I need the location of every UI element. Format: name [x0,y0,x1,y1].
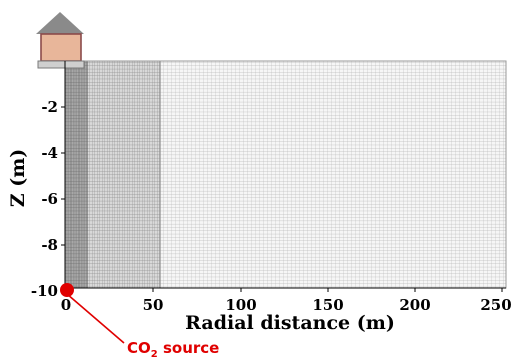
mesh-medium-region [88,61,160,288]
x-tick-label: 50 [143,296,164,314]
y-tick-label: -4 [41,144,58,162]
house-icon [36,12,85,69]
co2-source: CO2 source [60,283,219,360]
mesh-fine-region [160,61,506,288]
x-axis: 0 50 100 150 200 250 [61,287,512,314]
y-tick-label: -10 [31,282,58,300]
y-tick-label: -6 [41,190,58,208]
mesh-dense-region [65,61,88,288]
house-foundation [37,60,85,69]
co2-source-label-main: CO [127,339,151,357]
x-axis-title: Radial distance (m) [185,312,395,334]
y-axis-title: Z (m) [7,149,29,208]
mesh-grid [64,60,507,289]
x-tick-label: 150 [312,296,343,314]
x-tick-label: 0 [61,296,71,314]
y-axis: -2 -4 -6 -8 -10 [31,61,66,300]
x-tick-label: 200 [399,296,430,314]
house-roof [36,12,84,34]
co2-source-marker [60,283,74,297]
co2-source-label-sub: 2 [151,349,158,360]
x-tick-label: 100 [225,296,256,314]
co2-source-label: CO2 source [127,339,219,360]
y-tick-label: -8 [41,236,58,254]
house-wall [40,33,82,62]
co2-source-label-rest: source [158,339,220,357]
x-tick-label: 250 [480,296,511,314]
y-tick-label: -2 [41,98,58,116]
co2-source-leader-line [66,293,125,344]
